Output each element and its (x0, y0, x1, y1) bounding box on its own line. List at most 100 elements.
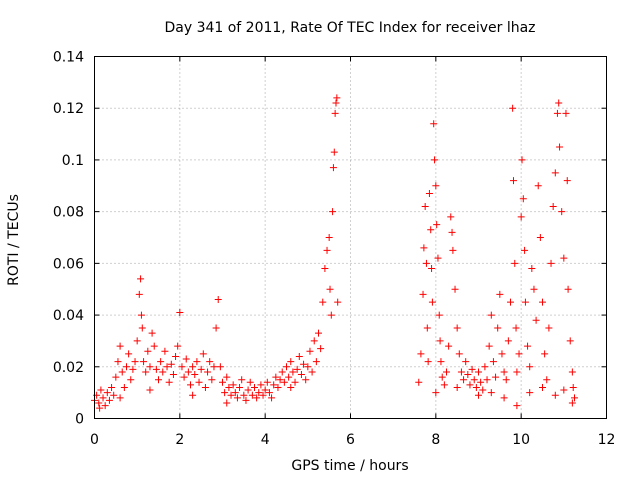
data-point (455, 350, 463, 358)
data-point (317, 345, 325, 353)
data-point (278, 368, 286, 376)
data-point (242, 396, 250, 404)
data-point (221, 389, 229, 397)
data-point (568, 368, 576, 376)
data-point (551, 391, 559, 399)
data-point (163, 363, 171, 371)
grid-lines (94, 56, 607, 419)
data-point (330, 148, 338, 156)
data-point (146, 363, 154, 371)
data-point (312, 358, 320, 366)
data-point (227, 391, 235, 399)
data-point (169, 371, 177, 379)
data-point (560, 386, 568, 394)
data-point (513, 402, 521, 410)
data-points (91, 94, 578, 412)
data-point (112, 373, 120, 381)
data-point (189, 391, 197, 399)
data-point (421, 202, 429, 210)
data-point (571, 394, 578, 402)
data-point (541, 350, 549, 358)
data-point (165, 378, 173, 386)
data-point (244, 386, 252, 394)
data-point (240, 391, 248, 399)
data-point (182, 355, 190, 363)
data-point (302, 376, 310, 384)
data-point (261, 386, 269, 394)
data-point (108, 383, 116, 391)
data-point (427, 226, 435, 234)
data-point (125, 350, 133, 358)
data-point (549, 202, 557, 210)
data-point (431, 156, 439, 164)
data-point (526, 389, 534, 397)
data-point (428, 265, 436, 273)
data-point (276, 376, 284, 384)
data-point (453, 383, 461, 391)
data-point (231, 389, 239, 397)
data-point (140, 358, 148, 366)
data-point (172, 352, 180, 360)
data-point (251, 383, 258, 391)
data-point (308, 368, 316, 376)
data-point (562, 109, 570, 117)
data-point (432, 182, 440, 190)
data-point (512, 324, 520, 332)
data-point (464, 371, 472, 379)
data-point (433, 221, 441, 229)
data-point (204, 368, 212, 376)
data-point (123, 363, 130, 371)
x-axis-label: GPS time / hours (291, 458, 408, 474)
data-point (304, 363, 312, 371)
data-point (187, 381, 194, 389)
y-tick-label: 0.1 (62, 153, 84, 169)
data-point (118, 368, 126, 376)
data-point (191, 371, 199, 379)
data-point (422, 259, 430, 267)
data-point (483, 376, 491, 384)
data-point (536, 234, 544, 241)
data-point (521, 298, 529, 306)
data-point (214, 296, 222, 304)
data-point (103, 389, 111, 397)
data-point (448, 228, 456, 236)
data-point (138, 324, 146, 332)
data-point (492, 373, 500, 381)
data-point (293, 365, 301, 373)
data-point (137, 275, 145, 283)
data-point (425, 190, 433, 198)
data-point (216, 363, 224, 371)
data-point (333, 94, 341, 102)
data-point (329, 208, 337, 216)
data-point (430, 120, 438, 128)
x-tick-label: 12 (598, 432, 616, 448)
data-point (475, 368, 482, 376)
data-point (435, 311, 443, 319)
data-point (500, 394, 508, 402)
data-point (534, 182, 542, 190)
data-point (568, 399, 576, 407)
y-tick-label: 0.02 (53, 360, 84, 376)
data-point (195, 378, 203, 386)
data-point (321, 265, 329, 273)
data-point (569, 383, 577, 391)
data-point (265, 389, 273, 397)
data-point (157, 358, 165, 366)
data-point (489, 358, 497, 366)
data-point (436, 337, 444, 345)
data-point (95, 399, 103, 407)
data-point (434, 254, 442, 262)
data-point (257, 381, 265, 389)
data-point (323, 246, 331, 254)
data-point (443, 368, 450, 376)
data-point (210, 363, 218, 371)
data-point (451, 285, 459, 293)
data-point (178, 363, 186, 371)
data-point (238, 376, 246, 384)
data-point (509, 104, 517, 112)
data-point (502, 376, 510, 384)
data-point (556, 143, 564, 151)
data-point (114, 358, 122, 366)
data-point (306, 347, 314, 355)
data-point (420, 244, 428, 252)
